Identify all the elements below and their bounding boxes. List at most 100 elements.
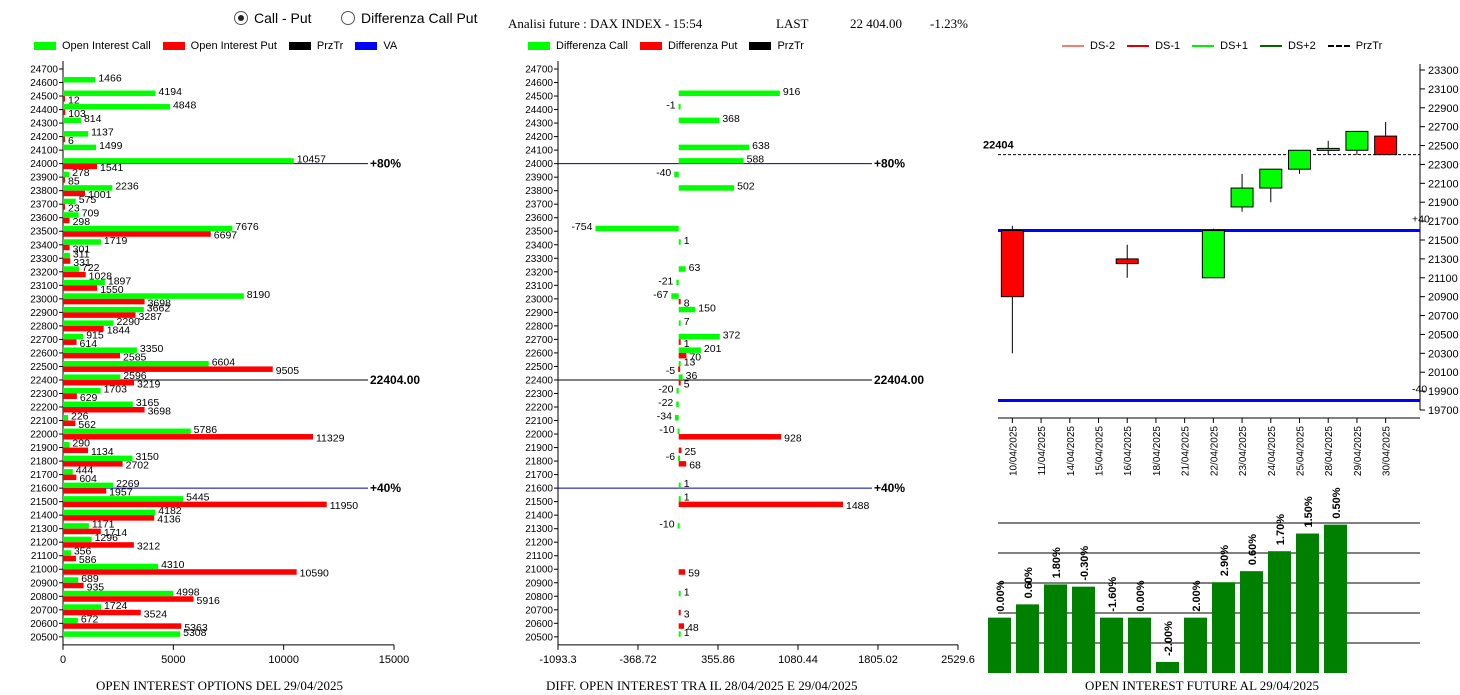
data-label: 5363: [184, 622, 208, 634]
footer-chart3: OPEN INTEREST FUTURE AL 29/04/2025: [1085, 678, 1320, 693]
bar-value-label: 0.00%: [1135, 580, 1147, 611]
bar-put: [63, 298, 145, 305]
data-label: 7676: [235, 221, 259, 233]
data-label: 5308: [183, 627, 207, 639]
data-label: -21: [658, 275, 673, 287]
y-tick-label: 24700: [30, 65, 58, 76]
data-label: -1: [666, 100, 675, 112]
y-tick-label: 23700: [30, 200, 58, 211]
last-label: LAST: [776, 16, 809, 31]
data-label: 689: [81, 573, 99, 585]
bar-call: [678, 631, 681, 637]
data-label: 614: [80, 338, 98, 350]
bar-put: [678, 623, 685, 629]
bar-value-label: 2.90%: [1219, 545, 1231, 576]
data-label: -34: [657, 411, 672, 423]
data-label: 3165: [136, 397, 160, 409]
y-tick-label: 21300: [525, 524, 553, 535]
data-label: 604: [79, 473, 97, 485]
data-label: 1137: [91, 127, 114, 139]
bar-call: [678, 266, 686, 272]
data-label: 5916: [197, 595, 221, 607]
y-tick-label: 21700: [1428, 216, 1459, 228]
data-label: 3287: [139, 311, 163, 323]
radio-call-put[interactable]: Call - Put: [234, 10, 312, 26]
bar-call: [63, 77, 96, 83]
bar: [1072, 586, 1095, 673]
bar-value-label: 0.00%: [995, 580, 1007, 611]
bar-call: [63, 347, 137, 353]
bar-put: [63, 461, 123, 467]
bar-call: [678, 306, 696, 313]
bar-put: [63, 501, 327, 508]
bar-put: [63, 420, 76, 427]
data-label: 6697: [214, 230, 238, 242]
y-tick-label: 23900: [30, 173, 58, 184]
last-value: 22 404.00: [850, 16, 902, 31]
legend-swatch-black: [749, 42, 772, 50]
data-label: -40: [656, 167, 671, 179]
bar-call: [677, 523, 680, 529]
legend-swatch-red: [162, 42, 185, 50]
y-tick-label: 21400: [30, 511, 58, 522]
legend-chart2: Differenza Call Differenza Put PrzTr: [528, 40, 816, 52]
data-label: 201: [704, 343, 722, 355]
bar-value-label: -1.60%: [1107, 577, 1119, 612]
bar-call: [63, 509, 156, 516]
y-tick-label: 22900: [1428, 103, 1459, 115]
bar-put: [678, 447, 682, 454]
y-tick-label: 22000: [525, 430, 553, 441]
radio-differenza[interactable]: Differenza Call Put: [341, 10, 477, 26]
bar: [1268, 551, 1291, 673]
y-tick-label: 23800: [30, 186, 58, 197]
legend-label: Differenza Call: [556, 40, 628, 52]
change-value: -1.23%: [930, 16, 968, 31]
bar: [988, 617, 1011, 673]
bar-call: [63, 90, 156, 97]
bar-put: [63, 379, 135, 386]
bar-put: [63, 434, 313, 440]
bar-call: [63, 333, 84, 340]
y-tick-label: 24000: [525, 159, 553, 170]
bar-call: [677, 428, 680, 435]
data-label: 1541: [100, 162, 124, 174]
y-tick-label: 23700: [525, 200, 553, 211]
legend-item-prztr: PrzTr: [288, 40, 343, 52]
bar: [1128, 617, 1151, 673]
radio-call-put-label: Call - Put: [254, 10, 312, 26]
bar-call: [63, 212, 79, 218]
data-label: 11329: [316, 433, 345, 445]
x-tick-label: 1805.02: [858, 654, 898, 663]
y-tick-label: 21600: [525, 484, 553, 495]
data-label: 814: [84, 113, 102, 125]
data-label: 13: [684, 356, 696, 368]
y-tick-label: 23400: [30, 240, 58, 251]
legend-label: Open Interest Put: [190, 40, 277, 52]
y-tick-label: 23800: [525, 186, 553, 197]
bar-call: [678, 320, 681, 326]
bar-put: [678, 609, 681, 616]
data-label: 4998: [176, 586, 200, 598]
bar-call: [63, 482, 114, 489]
bar-value-label: 0.50%: [1331, 487, 1343, 518]
bar-call: [63, 550, 71, 556]
y-tick-label: 22200: [30, 403, 58, 414]
y-tick-label: 23100: [525, 281, 553, 292]
bar-put: [63, 393, 77, 399]
bar-call: [676, 387, 679, 394]
y-tick-label: 24200: [525, 132, 553, 143]
data-label: 6: [68, 135, 74, 147]
data-label: 8190: [247, 289, 271, 301]
bar-put: [63, 231, 211, 237]
legend-swatch-green: [34, 42, 56, 50]
data-label: -6: [666, 451, 675, 463]
x-tick-label: 15000: [379, 654, 410, 663]
bar-call: [678, 144, 750, 151]
y-tick-label: 21800: [525, 457, 553, 468]
y-tick-label: 20900: [30, 578, 58, 589]
y-tick-label: 22500: [1428, 141, 1459, 153]
bar-put: [63, 339, 77, 345]
legend-line-red: [1127, 45, 1150, 47]
y-tick-label: 20700: [30, 605, 58, 616]
bar-call: [63, 455, 133, 462]
